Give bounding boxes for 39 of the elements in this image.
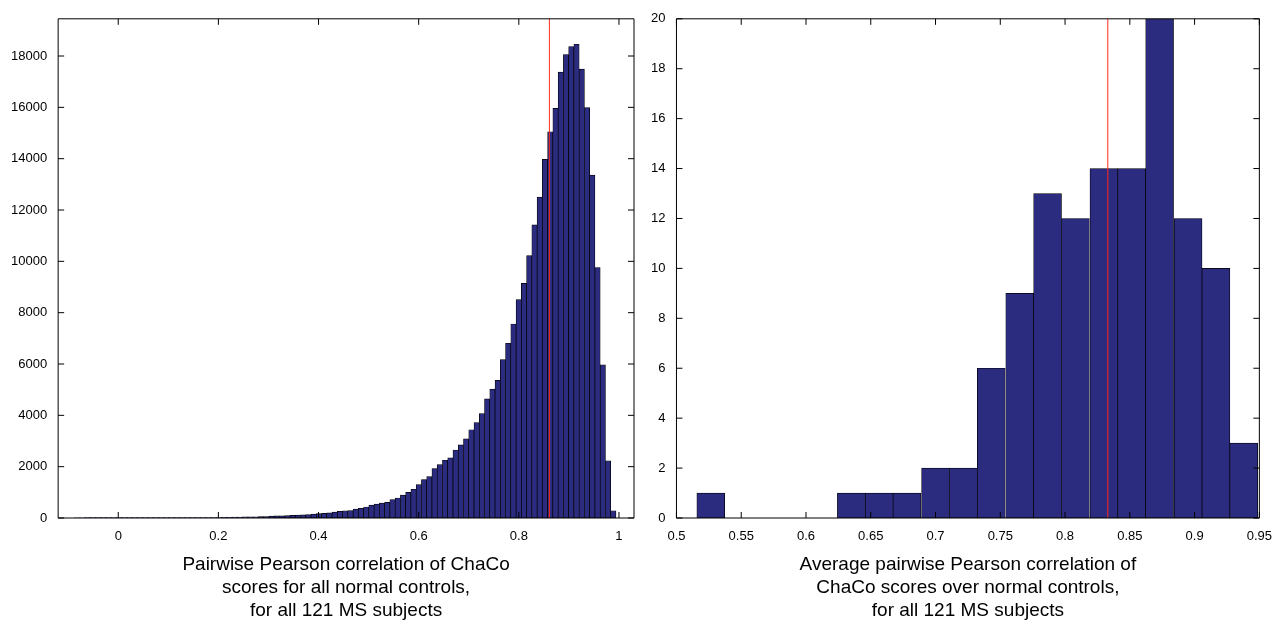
y-tick-label: 6 <box>658 359 666 375</box>
y-tick-label: 4 <box>658 409 666 425</box>
x-tick-label: 0.8 <box>1056 528 1075 544</box>
y-tick-label: 16000 <box>10 98 48 114</box>
x-axis-title: Average pairwise Pearson correlation of ChaCo scores over normal controls, for all 121 MS subjects <box>799 553 1137 620</box>
x-tick-label: 0.8 <box>509 528 528 544</box>
y-tick-label: 14 <box>650 160 666 176</box>
x-tick-label: 0.9 <box>1185 528 1204 544</box>
y-tick-label: 4000 <box>18 406 48 422</box>
x-tick-label: 0.75 <box>987 528 1013 544</box>
x-tick-label: 0.7 <box>926 528 945 544</box>
x-tick-label: 0.6 <box>409 528 428 544</box>
x-tick-label: 0.55 <box>728 528 754 544</box>
x-tick-label: 1 <box>615 528 623 544</box>
y-tick-label: 6000 <box>18 355 48 371</box>
y-tick-label: 0 <box>39 509 48 525</box>
y-tick-label: 20 <box>650 10 666 26</box>
x-tick-label: 0 <box>114 528 122 544</box>
y-tick-label: 16 <box>650 110 666 126</box>
y-tick-label: 8000 <box>18 304 48 320</box>
x-tick-label: 0.2 <box>209 528 228 544</box>
y-tick-label: 18000 <box>10 47 48 63</box>
y-tick-label: 2 <box>658 459 666 475</box>
y-tick-label: 2000 <box>18 458 48 474</box>
y-tick-label: 12 <box>650 210 666 226</box>
y-tick-label: 8 <box>658 309 666 325</box>
x-tick-label: 0.6 <box>796 528 816 544</box>
x-tick-label: 0.65 <box>858 528 884 544</box>
y-tick-label: 0 <box>658 509 666 525</box>
x-tick-label: 0.5 <box>667 528 686 544</box>
x-axis-title: Pairwise Pearson correlation of ChaCo scores for all normal controls, for all 121 MS subjects <box>182 553 510 620</box>
y-tick-label: 10000 <box>10 252 48 268</box>
x-tick-label: 0.4 <box>309 528 328 544</box>
y-tick-label: 18 <box>650 60 666 76</box>
x-tick-label: 0.95 <box>1246 528 1273 544</box>
y-tick-label: 10 <box>650 259 666 275</box>
y-tick-label: 12000 <box>10 201 48 217</box>
y-tick-label: 14000 <box>10 150 48 166</box>
x-tick-label: 0.85 <box>1117 528 1143 544</box>
